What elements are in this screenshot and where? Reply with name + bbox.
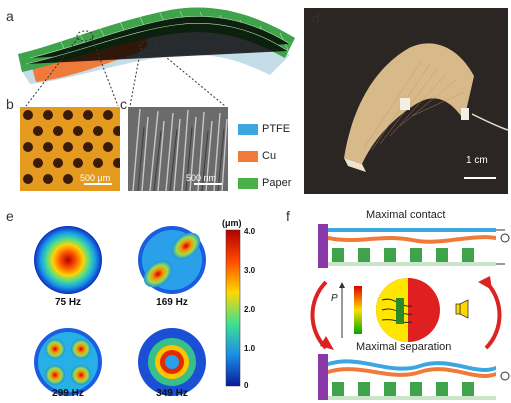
panel-d-label: d xyxy=(312,10,320,26)
mode-label-299: 299 Hz xyxy=(38,388,98,399)
colorbar-tick-4: 4.0 xyxy=(244,227,255,236)
panel-d-scalebar-text: 1 cm xyxy=(466,155,488,166)
mode-label-169: 169 Hz xyxy=(142,297,202,308)
panel-c-scalebar-text: 500 nm xyxy=(186,173,216,183)
panel-c-label: c xyxy=(120,96,127,112)
legend-swatch-paper xyxy=(238,178,258,189)
legend-swatch-cu xyxy=(238,151,258,162)
legend-label-cu: Cu xyxy=(262,150,276,162)
panel-f-pressure-symbol: P xyxy=(331,293,338,304)
panel-f-diagram xyxy=(300,220,511,403)
mode-label-75: 75 Hz xyxy=(38,297,98,308)
colorbar-tick-2: 2.0 xyxy=(244,305,255,314)
legend-swatch-ptfe xyxy=(238,124,258,135)
panel-f-bottom-title: Maximal separation xyxy=(356,341,451,353)
panel-d-photo xyxy=(304,8,508,194)
legend-label-paper: Paper xyxy=(262,177,291,189)
colorbar-tick-3: 3.0 xyxy=(244,266,255,275)
colorbar-tick-1: 1.0 xyxy=(244,344,255,353)
panel-b-scalebar-text: 500 μm xyxy=(80,173,110,183)
panel-b-label: b xyxy=(6,96,14,112)
colorbar-unit: (μm) xyxy=(222,218,242,228)
mode-label-349: 349 Hz xyxy=(142,388,202,399)
colorbar-tick-0: 0 xyxy=(244,381,248,390)
panel-f-label: f xyxy=(286,208,290,224)
legend-label-ptfe: PTFE xyxy=(262,123,290,135)
